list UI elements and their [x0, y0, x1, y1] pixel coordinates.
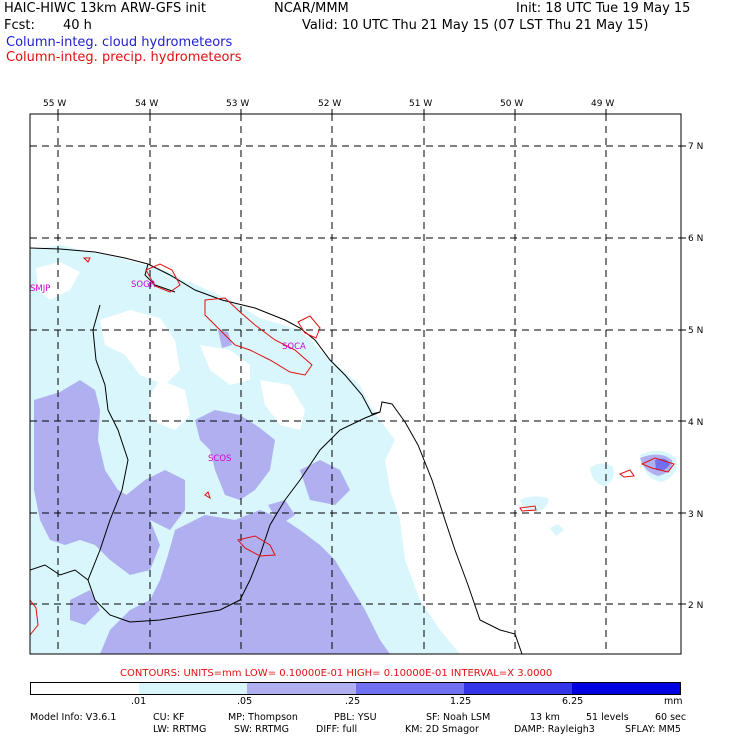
longitude-labels: 55 W 54 W 53 W 52 W 51 W 50 W 49 W	[43, 99, 614, 109]
colorbar-segment	[247, 683, 356, 694]
lat-ticks	[681, 145, 686, 605]
border-west	[30, 564, 89, 581]
colorbar-label: .25	[345, 696, 361, 707]
longwave-scheme: LW: RRTMG	[153, 724, 207, 735]
colorbar-segment	[355, 683, 464, 694]
valid-time: Valid: 10 UTC Thu 21 May 15 (07 LST Thu …	[302, 18, 649, 33]
model-version: Model Info: V3.6.1	[30, 712, 117, 723]
colorbar-label: 6.25	[562, 696, 584, 707]
lat-lon-grid	[30, 114, 681, 654]
org-label: NCAR/MMM	[274, 1, 349, 16]
colorbar-segment	[571, 683, 681, 694]
lon-ticks	[57, 109, 607, 114]
lon-label: 49 W	[591, 99, 614, 109]
microphysics-scheme: MP: Thompson	[228, 712, 298, 723]
colorbar-units: mm	[664, 696, 683, 707]
init-time: Init: 18 UTC Tue 19 May 15	[516, 1, 691, 16]
surface-layer-option: SFLAY: MM5	[625, 724, 681, 735]
colorbar-label: .05	[237, 696, 253, 707]
coastline-borders	[30, 247, 523, 654]
colorbar-segment	[139, 683, 248, 694]
pbl-scheme: PBL: YSU	[334, 712, 377, 723]
cloud-gaps	[36, 262, 305, 430]
lon-label: 54 W	[135, 99, 158, 109]
map-frame	[29, 113, 682, 655]
lon-label: 53 W	[226, 99, 249, 109]
forecast-hour: 40 h	[63, 18, 92, 33]
lon-label: 52 W	[318, 99, 341, 109]
colorbar-segment	[31, 683, 140, 694]
diffusion-option: DIFF: full	[316, 724, 358, 735]
grid-spacing: 13 km	[530, 712, 560, 723]
precip-contours	[30, 257, 675, 636]
lat-label: 3 N	[688, 510, 703, 520]
contour-info: CONTOURS: UNITS=mm LOW= 0.10000E-01 HIGH…	[120, 668, 553, 679]
station-scos: SCOS	[208, 454, 231, 464]
shortwave-scheme: SW: RRTMG	[234, 724, 289, 735]
surface-scheme: SF: Noah LSM	[426, 712, 491, 723]
station-soca: SOCA	[282, 342, 306, 352]
lat-label: 2 N	[688, 601, 703, 611]
station-labels: SMJP SOGR SOCA SCOS	[30, 280, 306, 464]
colorbar-label: 1.25	[450, 696, 472, 707]
cumulus-scheme: CU: KF	[153, 712, 185, 723]
time-step: 60 sec	[655, 712, 687, 723]
border-guiana-brazil	[239, 411, 381, 601]
lat-label: 5 N	[688, 326, 703, 336]
cloud-field-title: Column-integ. cloud hydrometeors	[6, 35, 233, 50]
forecast-label: Fcst:	[4, 18, 35, 33]
station-smjp: SMJP	[30, 284, 50, 294]
latitude-labels: 7 N 6 N 5 N 4 N 3 N 2 N	[688, 142, 703, 611]
precip-field-title: Column-integ. precip. hydrometeors	[6, 50, 242, 65]
lat-label: 6 N	[688, 234, 703, 244]
eddy-option: KM: 2D Smagor	[405, 724, 479, 735]
damping-option: DAMP: Rayleigh3	[514, 724, 595, 735]
border-suriname-guyana	[87, 304, 241, 623]
lat-label: 4 N	[688, 418, 703, 428]
vertical-levels: 51 levels	[586, 712, 629, 723]
lon-label: 51 W	[409, 99, 432, 109]
coastline	[30, 247, 523, 654]
colorbar-segment	[463, 683, 572, 694]
model-title: HAIC-HIWC 13km ARW-GFS init	[4, 1, 206, 16]
lon-label: 50 W	[500, 99, 523, 109]
lon-label: 55 W	[43, 99, 66, 109]
colorbar	[30, 682, 681, 695]
colorbar-label: .01	[131, 696, 147, 707]
lat-label: 7 N	[688, 142, 703, 152]
station-sogr: SOGR	[131, 280, 156, 290]
